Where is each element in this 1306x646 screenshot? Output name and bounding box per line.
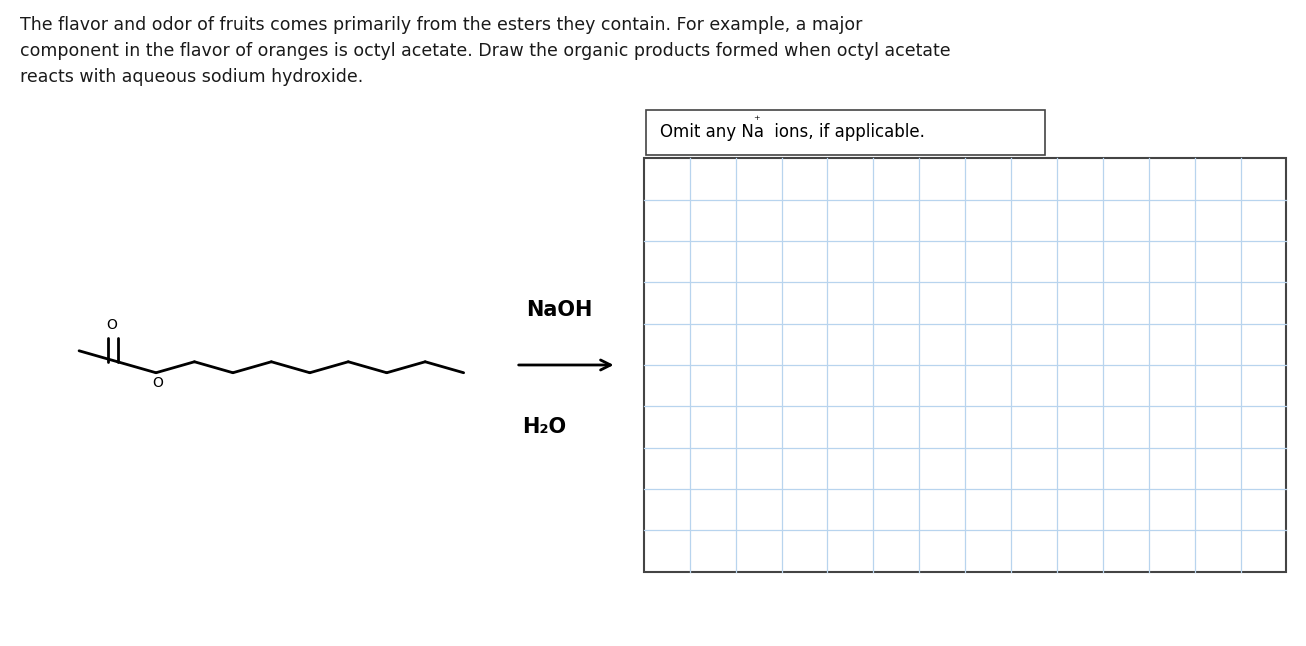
Text: ⁺: ⁺ xyxy=(754,114,760,127)
Text: ions, if applicable.: ions, if applicable. xyxy=(769,123,925,141)
Text: O: O xyxy=(151,376,163,390)
Bar xyxy=(644,158,1286,572)
Text: H₂O: H₂O xyxy=(522,417,567,437)
Text: O: O xyxy=(106,318,118,333)
Text: The flavor and odor of fruits comes primarily from the esters they contain. For : The flavor and odor of fruits comes prim… xyxy=(20,16,951,85)
Bar xyxy=(646,110,1045,155)
Text: Omit any Na: Omit any Na xyxy=(660,123,764,141)
Text: NaOH: NaOH xyxy=(526,300,593,320)
